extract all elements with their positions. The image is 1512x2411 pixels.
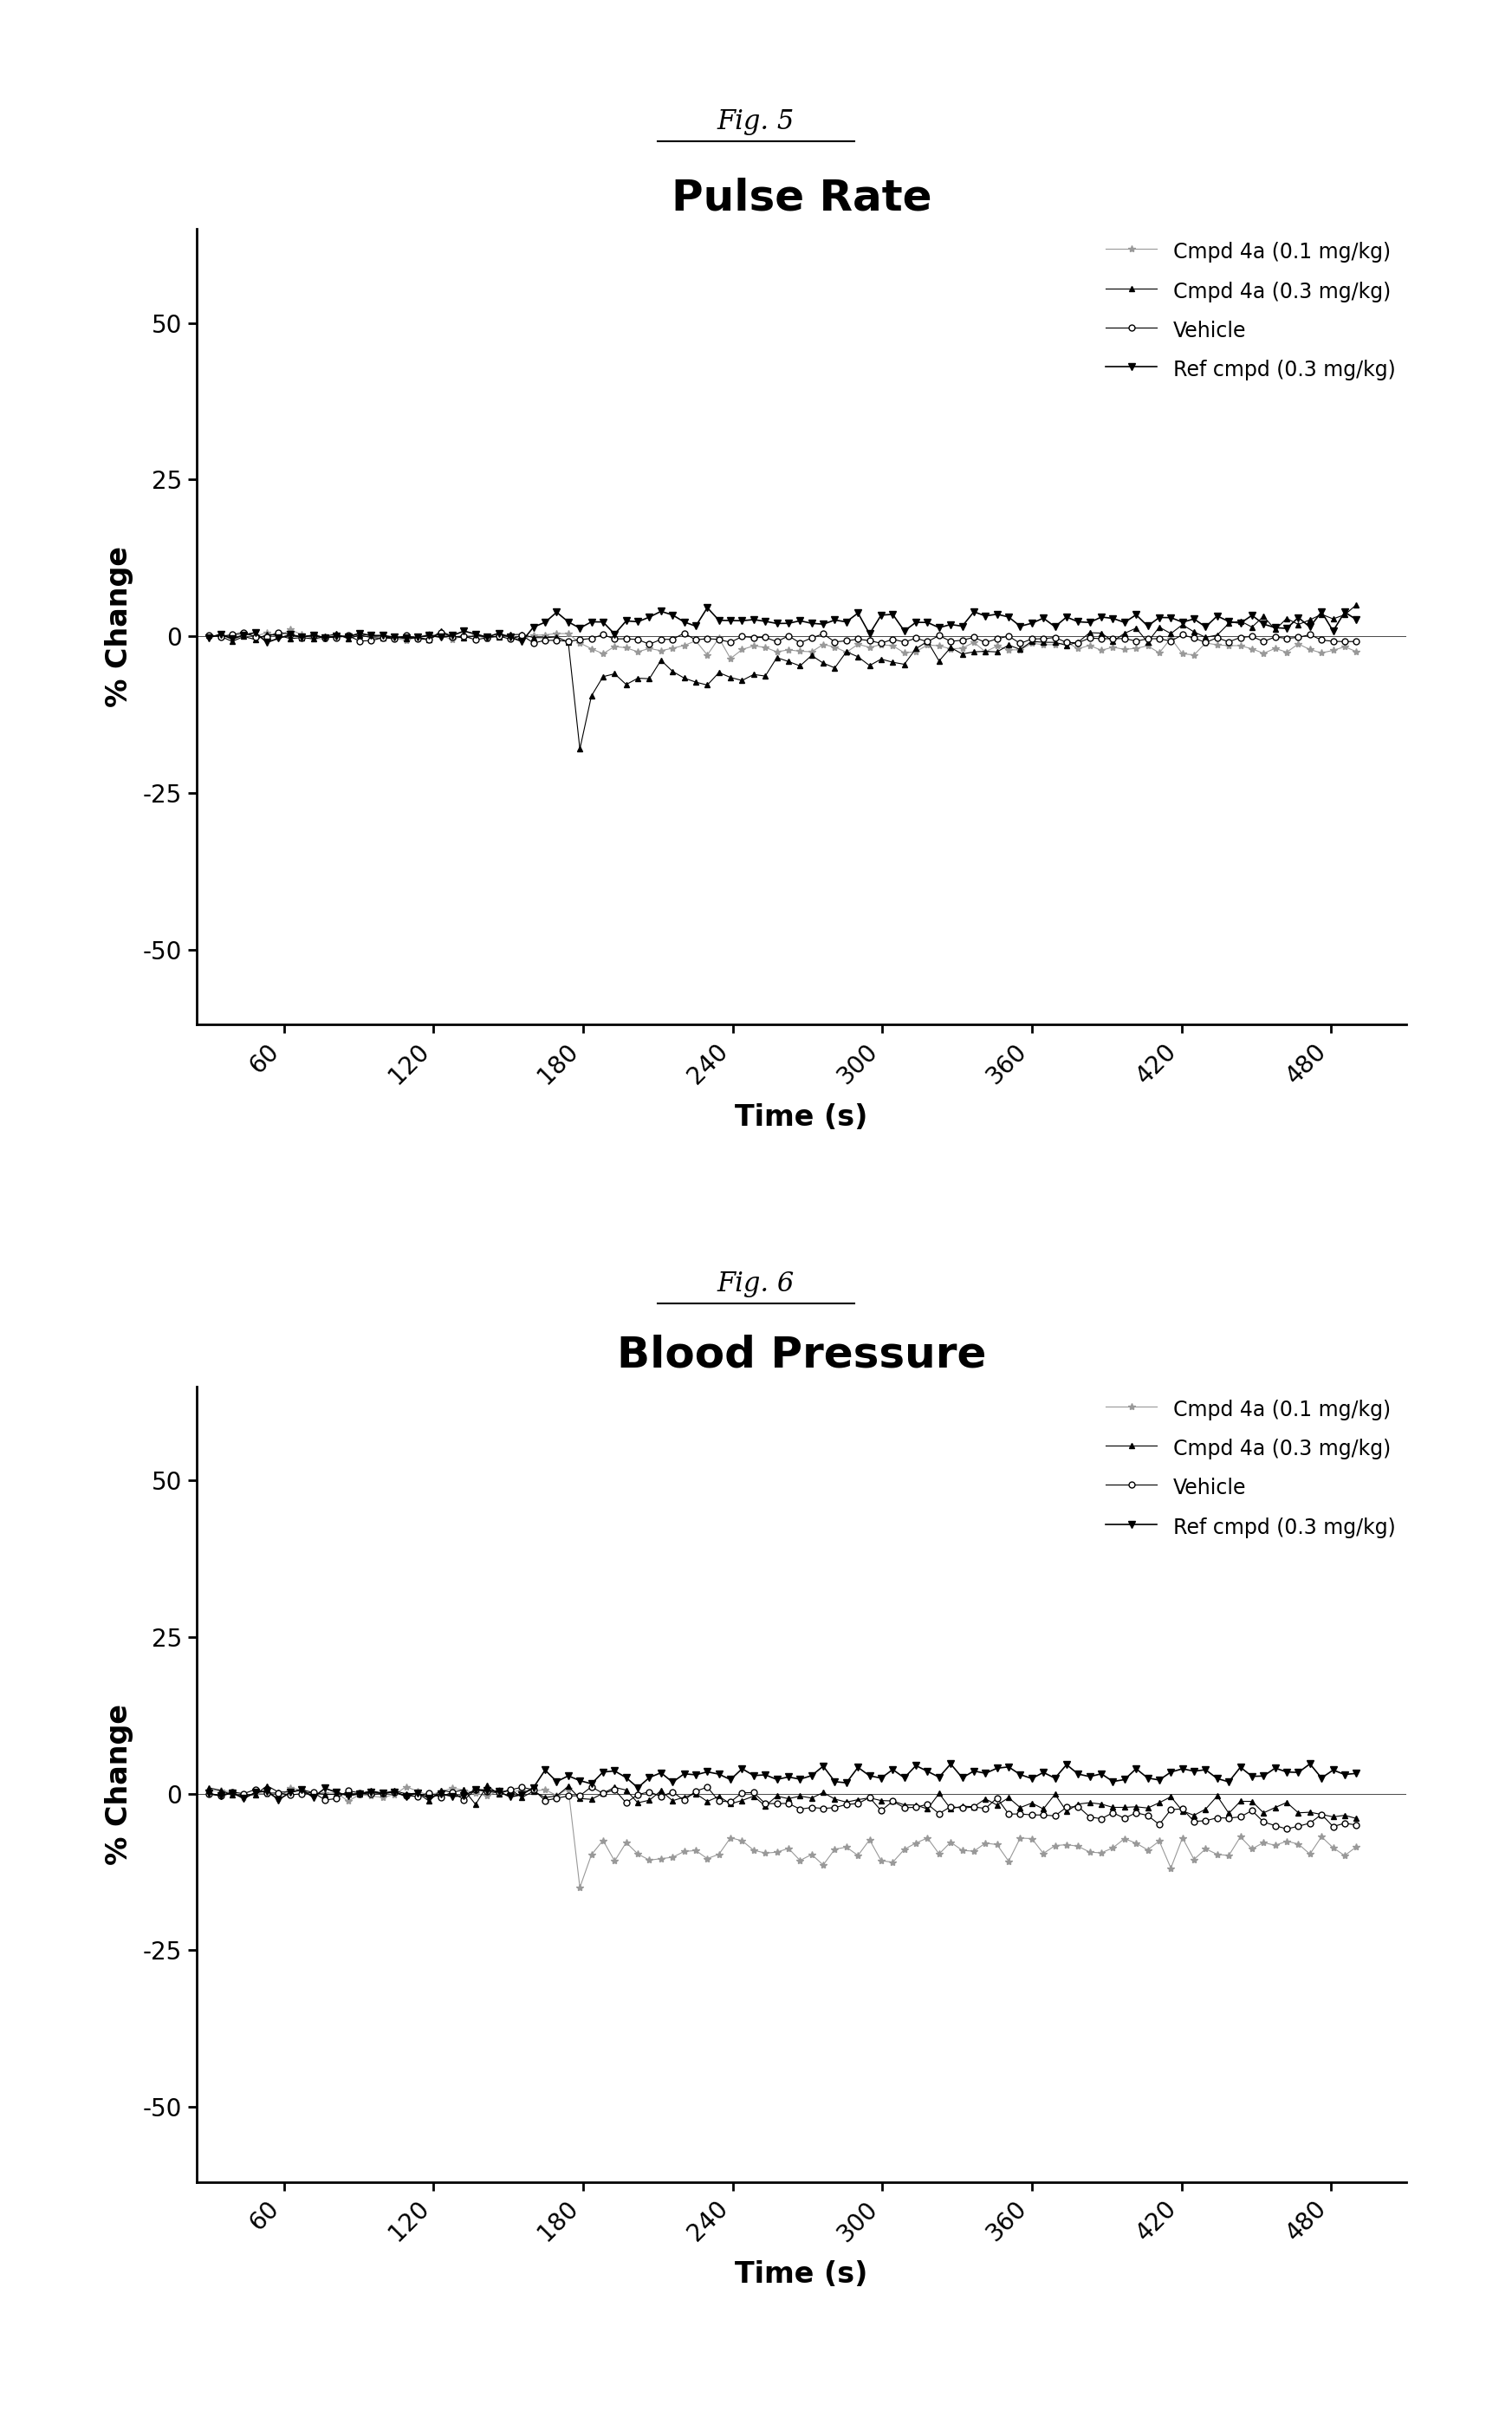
Vehicle: [200, 620, 218, 649]
Ref cmpd (0.3 mg/kg): [895, 1762, 913, 1791]
Ref cmpd (0.3 mg/kg): [813, 610, 832, 639]
Ref cmpd (0.3 mg/kg): [1278, 615, 1296, 644]
Cmpd 4a (0.1 mg/kg): [1278, 1828, 1296, 1856]
Ref cmpd (0.3 mg/kg): [478, 1774, 496, 1803]
Cmpd 4a (0.1 mg/kg): [432, 622, 451, 651]
Cmpd 4a (0.1 mg/kg): [281, 615, 299, 644]
Cmpd 4a (0.3 mg/kg): [1347, 591, 1365, 620]
Vehicle: [420, 1779, 438, 1808]
Ref cmpd (0.3 mg/kg): [699, 593, 717, 622]
Cmpd 4a (0.3 mg/kg): [467, 1789, 485, 1818]
Cmpd 4a (0.3 mg/kg): [420, 624, 438, 653]
Cmpd 4a (0.3 mg/kg): [200, 620, 218, 649]
Line: Cmpd 4a (0.3 mg/kg): Cmpd 4a (0.3 mg/kg): [206, 1782, 1359, 1820]
Vehicle: [432, 617, 451, 646]
Cmpd 4a (0.1 mg/kg): [1347, 1832, 1365, 1861]
Line: Cmpd 4a (0.3 mg/kg): Cmpd 4a (0.3 mg/kg): [206, 603, 1359, 752]
Cmpd 4a (0.1 mg/kg): [907, 1828, 925, 1856]
Ref cmpd (0.3 mg/kg): [200, 1779, 218, 1808]
Vehicle: [467, 1774, 485, 1803]
Cmpd 4a (0.1 mg/kg): [1312, 1823, 1331, 1852]
Vehicle: [907, 624, 925, 653]
X-axis label: Time (s): Time (s): [735, 2262, 868, 2288]
Ref cmpd (0.3 mg/kg): [1312, 598, 1331, 627]
Vehicle: [1266, 1811, 1284, 1840]
Ref cmpd (0.3 mg/kg): [907, 608, 925, 637]
Cmpd 4a (0.3 mg/kg): [478, 1772, 496, 1801]
Cmpd 4a (0.3 mg/kg): [467, 622, 485, 651]
Ref cmpd (0.3 mg/kg): [803, 1760, 821, 1789]
Vehicle: [200, 1779, 218, 1808]
Text: Fig. 6: Fig. 6: [717, 1271, 795, 1297]
Line: Ref cmpd (0.3 mg/kg): Ref cmpd (0.3 mg/kg): [206, 1760, 1359, 1803]
X-axis label: Time (s): Time (s): [735, 1104, 868, 1131]
Cmpd 4a (0.3 mg/kg): [803, 641, 821, 670]
Ref cmpd (0.3 mg/kg): [259, 627, 277, 656]
Cmpd 4a (0.1 mg/kg): [1278, 639, 1296, 668]
Cmpd 4a (0.3 mg/kg): [895, 1791, 913, 1820]
Cmpd 4a (0.1 mg/kg): [200, 1777, 218, 1806]
Cmpd 4a (0.1 mg/kg): [572, 1873, 590, 1902]
Ref cmpd (0.3 mg/kg): [269, 1784, 287, 1813]
Ref cmpd (0.3 mg/kg): [432, 1779, 451, 1808]
Cmpd 4a (0.3 mg/kg): [420, 1787, 438, 1815]
Vehicle: [1278, 624, 1296, 653]
Cmpd 4a (0.3 mg/kg): [200, 1774, 218, 1803]
Ref cmpd (0.3 mg/kg): [1266, 1753, 1284, 1782]
Vehicle: [895, 1794, 913, 1823]
Vehicle: [269, 617, 287, 646]
Cmpd 4a (0.3 mg/kg): [895, 651, 913, 680]
Line: Cmpd 4a (0.1 mg/kg): Cmpd 4a (0.1 mg/kg): [206, 627, 1359, 663]
Title: Pulse Rate: Pulse Rate: [671, 176, 931, 219]
Cmpd 4a (0.1 mg/kg): [478, 624, 496, 653]
Cmpd 4a (0.1 mg/kg): [813, 1852, 832, 1881]
Vehicle: [1347, 627, 1365, 656]
Cmpd 4a (0.1 mg/kg): [200, 622, 218, 651]
Cmpd 4a (0.3 mg/kg): [1266, 615, 1284, 644]
Vehicle: [1312, 624, 1331, 653]
Line: Vehicle: Vehicle: [206, 629, 1359, 646]
Ref cmpd (0.3 mg/kg): [1347, 1760, 1365, 1789]
Line: Vehicle: Vehicle: [206, 1784, 1359, 1832]
Cmpd 4a (0.1 mg/kg): [907, 637, 925, 665]
Cmpd 4a (0.1 mg/kg): [398, 1772, 416, 1801]
Cmpd 4a (0.3 mg/kg): [803, 1784, 821, 1813]
Vehicle: [1312, 1801, 1331, 1830]
Vehicle: [1278, 1815, 1296, 1844]
Vehicle: [478, 622, 496, 651]
Y-axis label: % Change: % Change: [104, 547, 133, 706]
Ref cmpd (0.3 mg/kg): [1347, 605, 1365, 634]
Vehicle: [803, 1794, 821, 1823]
Title: Blood Pressure: Blood Pressure: [617, 1333, 986, 1377]
Cmpd 4a (0.3 mg/kg): [1300, 605, 1318, 634]
Y-axis label: % Change: % Change: [104, 1705, 133, 1864]
Cmpd 4a (0.1 mg/kg): [1312, 639, 1331, 668]
Cmpd 4a (0.1 mg/kg): [1347, 637, 1365, 665]
Legend: Cmpd 4a (0.1 mg/kg), Cmpd 4a (0.3 mg/kg), Vehicle, Ref cmpd (0.3 mg/kg): Cmpd 4a (0.1 mg/kg), Cmpd 4a (0.3 mg/kg)…: [1105, 239, 1396, 381]
Legend: Cmpd 4a (0.1 mg/kg), Cmpd 4a (0.3 mg/kg), Vehicle, Ref cmpd (0.3 mg/kg): Cmpd 4a (0.1 mg/kg), Cmpd 4a (0.3 mg/kg)…: [1105, 1396, 1396, 1538]
Cmpd 4a (0.1 mg/kg): [478, 1782, 496, 1811]
Vehicle: [813, 620, 832, 649]
Ref cmpd (0.3 mg/kg): [478, 622, 496, 651]
Ref cmpd (0.3 mg/kg): [1312, 1762, 1331, 1791]
Cmpd 4a (0.3 mg/kg): [572, 735, 590, 764]
Vehicle: [1347, 1811, 1365, 1840]
Line: Ref cmpd (0.3 mg/kg): Ref cmpd (0.3 mg/kg): [206, 605, 1359, 646]
Cmpd 4a (0.1 mg/kg): [813, 629, 832, 658]
Ref cmpd (0.3 mg/kg): [432, 622, 451, 651]
Cmpd 4a (0.3 mg/kg): [1347, 1803, 1365, 1832]
Line: Cmpd 4a (0.1 mg/kg): Cmpd 4a (0.1 mg/kg): [206, 1784, 1359, 1890]
Cmpd 4a (0.1 mg/kg): [432, 1777, 451, 1806]
Cmpd 4a (0.3 mg/kg): [1266, 1794, 1284, 1823]
Cmpd 4a (0.3 mg/kg): [1300, 1799, 1318, 1828]
Text: Fig. 5: Fig. 5: [717, 108, 795, 135]
Cmpd 4a (0.1 mg/kg): [721, 644, 739, 673]
Ref cmpd (0.3 mg/kg): [1300, 1750, 1318, 1779]
Vehicle: [582, 1772, 600, 1801]
Vehicle: [640, 629, 658, 658]
Ref cmpd (0.3 mg/kg): [200, 622, 218, 651]
